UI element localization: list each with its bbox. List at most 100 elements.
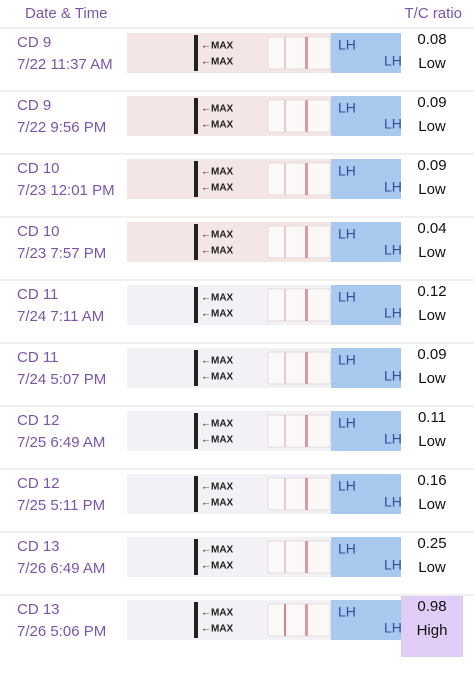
ratio: 0.09 bbox=[417, 94, 446, 111]
strip-bar bbox=[194, 98, 198, 134]
list-row[interactable]: CD 12 7/25 5:11 PM ← MAX← MAX LH LH 0.16 Low bbox=[0, 472, 474, 533]
list-row[interactable]: CD 9 7/22 9:56 PM ← MAX← MAX LH LH 0.09 Low bbox=[0, 94, 474, 155]
test-line bbox=[284, 478, 286, 510]
timestamp: 7/25 6:49 AM bbox=[17, 434, 105, 451]
strip-arrow: ← bbox=[201, 167, 211, 178]
strip-brand: LH bbox=[338, 541, 356, 557]
cycle-day: CD 13 bbox=[17, 601, 60, 618]
level: Low bbox=[418, 496, 446, 513]
timestamp: 7/24 5:07 PM bbox=[17, 371, 106, 388]
strip-max: MAX bbox=[211, 183, 234, 194]
ratio: 0.25 bbox=[417, 535, 446, 552]
control-line bbox=[305, 352, 308, 384]
strip-max: MAX bbox=[211, 293, 234, 304]
header-right: T/C ratio bbox=[404, 5, 462, 22]
ratio: 0.09 bbox=[417, 346, 446, 363]
strip-blue bbox=[331, 537, 401, 577]
strip-arrow: ← bbox=[201, 57, 211, 68]
list-row[interactable]: CD 13 7/26 5:06 PM ← MAX← MAX LH LH 0.98 High bbox=[17, 596, 463, 657]
level: Low bbox=[418, 55, 446, 72]
timestamp: 7/22 11:37 AM bbox=[17, 56, 113, 73]
strip-blue bbox=[331, 159, 401, 199]
strip-brand: LH bbox=[384, 431, 402, 447]
level: Low bbox=[418, 181, 446, 198]
list-row[interactable]: CD 13 7/26 6:49 AM ← MAX← MAX LH LH 0.25 Low bbox=[0, 535, 474, 596]
strip-bar bbox=[194, 413, 198, 449]
strip-brand: LH bbox=[384, 116, 402, 132]
strip-brand: LH bbox=[338, 289, 356, 305]
strip-window bbox=[267, 351, 331, 385]
strip-max: MAX bbox=[211, 41, 234, 52]
strip-brand: LH bbox=[384, 620, 402, 636]
strip-max: MAX bbox=[211, 561, 234, 572]
list-row[interactable]: CD 11 7/24 7:11 AM ← MAX← MAX LH LH 0.12 Low bbox=[0, 283, 474, 344]
strip-max: MAX bbox=[211, 246, 234, 257]
strip-arrow: ← bbox=[201, 104, 211, 115]
strip-max: MAX bbox=[211, 372, 234, 383]
ratio: 0.12 bbox=[417, 283, 446, 300]
timestamp: 7/25 5:11 PM bbox=[17, 497, 105, 514]
list-row[interactable]: CD 9 7/22 11:37 AM ← MAX← MAX LH LH 0.08 Low bbox=[0, 31, 474, 92]
strip-bar bbox=[194, 350, 198, 386]
strip-max: MAX bbox=[211, 167, 234, 178]
test-line bbox=[284, 604, 286, 636]
strip-max: MAX bbox=[211, 545, 234, 556]
strip-blue bbox=[331, 96, 401, 136]
timestamp: 7/23 7:57 PM bbox=[17, 245, 106, 262]
list-row[interactable]: CD 10 7/23 12:01 PM ← MAX← MAX LH LH 0.09 Low bbox=[0, 157, 474, 218]
strip-window bbox=[267, 414, 331, 448]
level: Low bbox=[418, 370, 446, 387]
strip-blue bbox=[331, 474, 401, 514]
strip-brand: LH bbox=[384, 557, 402, 573]
strip-arrow: ← bbox=[201, 419, 211, 430]
list-row[interactable]: CD 10 7/23 7:57 PM ← MAX← MAX LH LH 0.04 Low bbox=[0, 220, 474, 281]
ratio: 0.04 bbox=[417, 220, 446, 237]
strip-brand: LH bbox=[384, 53, 402, 69]
strip-window bbox=[267, 99, 331, 133]
strip-max: MAX bbox=[211, 482, 234, 493]
control-line bbox=[305, 100, 308, 132]
strip-brand: LH bbox=[338, 163, 356, 179]
highlight bbox=[401, 596, 463, 657]
ratio: 0.09 bbox=[417, 157, 446, 174]
test-line bbox=[284, 541, 286, 573]
strip-arrow: ← bbox=[201, 545, 211, 556]
cycle-day: CD 12 bbox=[17, 412, 60, 429]
strip-arrow: ← bbox=[201, 246, 211, 257]
strip-window bbox=[267, 288, 331, 322]
level: Low bbox=[418, 433, 446, 450]
header-left: Date & Time bbox=[25, 5, 108, 22]
test-line bbox=[284, 289, 286, 321]
strip-arrow: ← bbox=[201, 372, 211, 383]
strip-max: MAX bbox=[211, 624, 234, 635]
strip-bar bbox=[194, 476, 198, 512]
cycle-day: CD 13 bbox=[17, 538, 60, 555]
strip-bar bbox=[194, 224, 198, 260]
strip-window bbox=[267, 603, 331, 637]
test-line bbox=[284, 37, 286, 69]
test-line bbox=[284, 226, 286, 258]
level: Low bbox=[418, 244, 446, 261]
strip-window bbox=[267, 540, 331, 574]
control-line bbox=[305, 289, 308, 321]
control-line bbox=[305, 541, 308, 573]
control-line bbox=[305, 478, 308, 510]
strip-bar bbox=[194, 287, 198, 323]
strip-blue bbox=[331, 222, 401, 262]
test-line bbox=[284, 163, 286, 195]
list-row[interactable]: CD 11 7/24 5:07 PM ← MAX← MAX LH LH 0.09 Low bbox=[0, 346, 474, 407]
control-line bbox=[305, 604, 308, 636]
strip-arrow: ← bbox=[201, 41, 211, 52]
level: Low bbox=[418, 307, 446, 324]
strip-arrow: ← bbox=[201, 482, 211, 493]
cycle-day: CD 11 bbox=[17, 286, 58, 303]
timestamp: 7/23 12:01 PM bbox=[17, 182, 115, 199]
strip-max: MAX bbox=[211, 356, 234, 367]
strip-arrow: ← bbox=[201, 608, 211, 619]
strip-brand: LH bbox=[338, 37, 356, 53]
cycle-day: CD 12 bbox=[17, 475, 60, 492]
list-row[interactable]: CD 12 7/25 6:49 AM ← MAX← MAX LH LH 0.11 Low bbox=[0, 409, 474, 470]
control-line bbox=[305, 37, 308, 69]
cycle-day: CD 11 bbox=[17, 349, 58, 366]
strip-arrow: ← bbox=[201, 230, 211, 241]
